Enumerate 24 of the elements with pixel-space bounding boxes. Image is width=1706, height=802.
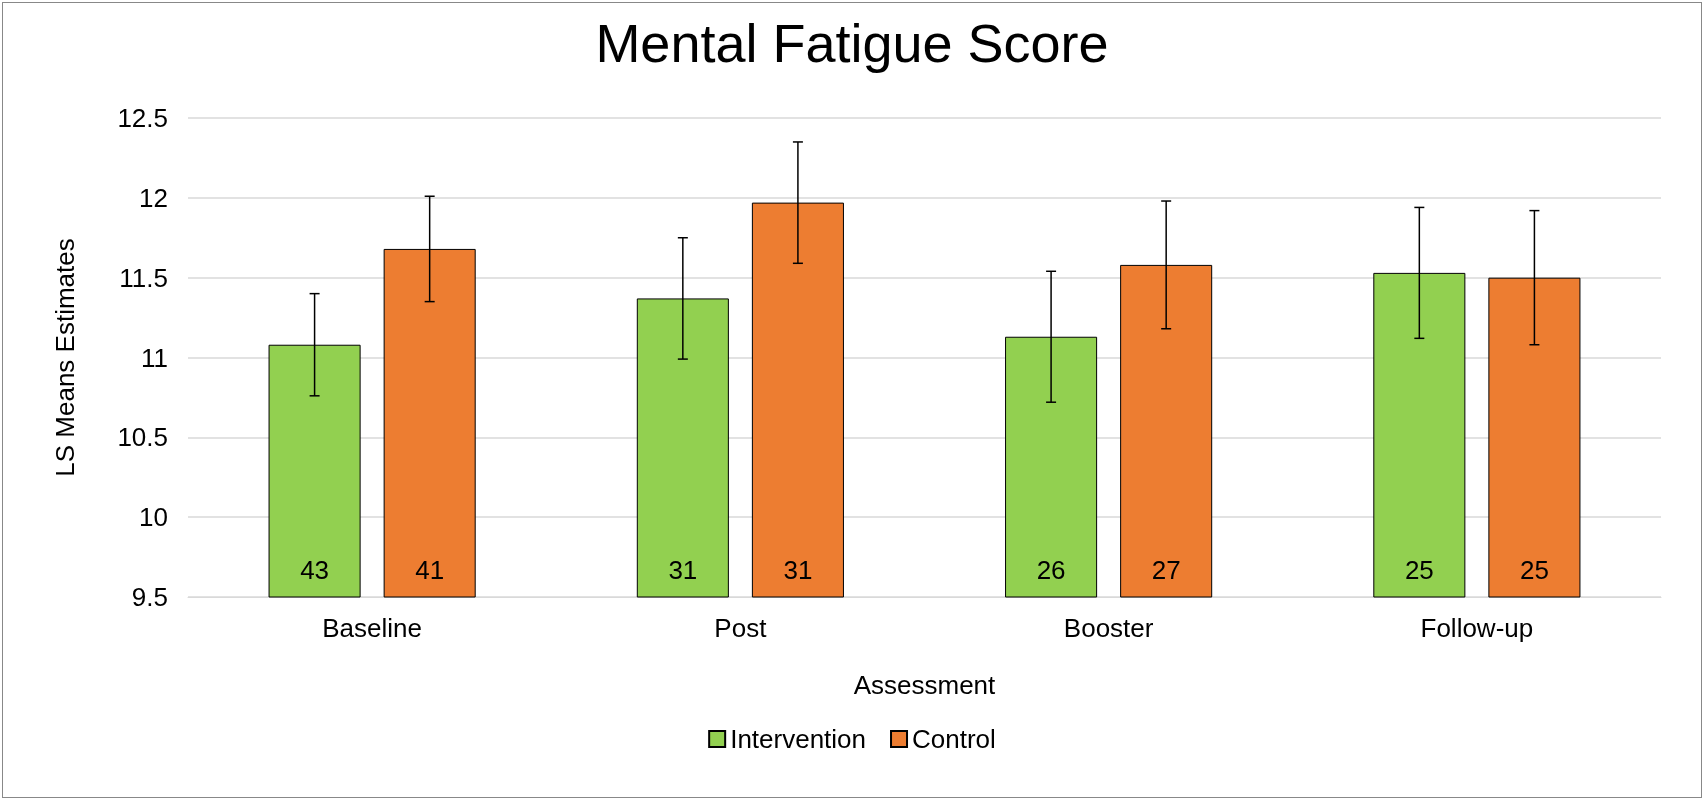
annotation: 25	[1519, 555, 1549, 585]
annotation: 27	[1151, 555, 1181, 585]
y-axis-title: LS Means Estimates	[50, 238, 80, 477]
y-tick-label: 9.5	[131, 582, 168, 612]
annotation: 31	[783, 555, 813, 585]
x-tick-label: Booster	[1063, 613, 1154, 643]
annotation: 25	[1404, 555, 1434, 585]
y-tick-label: 12	[139, 182, 168, 213]
y-tick-label: 10.5	[117, 422, 168, 453]
x-axis-title: Assessment	[853, 670, 997, 700]
annotation: 43	[300, 555, 330, 585]
x-tick-label: Baseline	[322, 613, 422, 643]
annotation: 31	[668, 555, 698, 585]
x-tick-label: Post	[714, 613, 768, 643]
annotation: 26	[1036, 555, 1066, 585]
chart-title: Mental Fatigue Score	[595, 13, 1109, 73]
y-tick-label: 12.5	[117, 103, 168, 133]
annotation: 41	[415, 555, 445, 585]
y-tick-label: 10	[139, 502, 168, 533]
legend-label: Intervention	[730, 724, 867, 754]
x-tick-label: Follow-up	[1420, 613, 1534, 643]
y-tick-label: 11	[141, 342, 168, 373]
y-tick-label: 11.5	[119, 262, 168, 293]
legend-label: Control	[912, 724, 996, 754]
